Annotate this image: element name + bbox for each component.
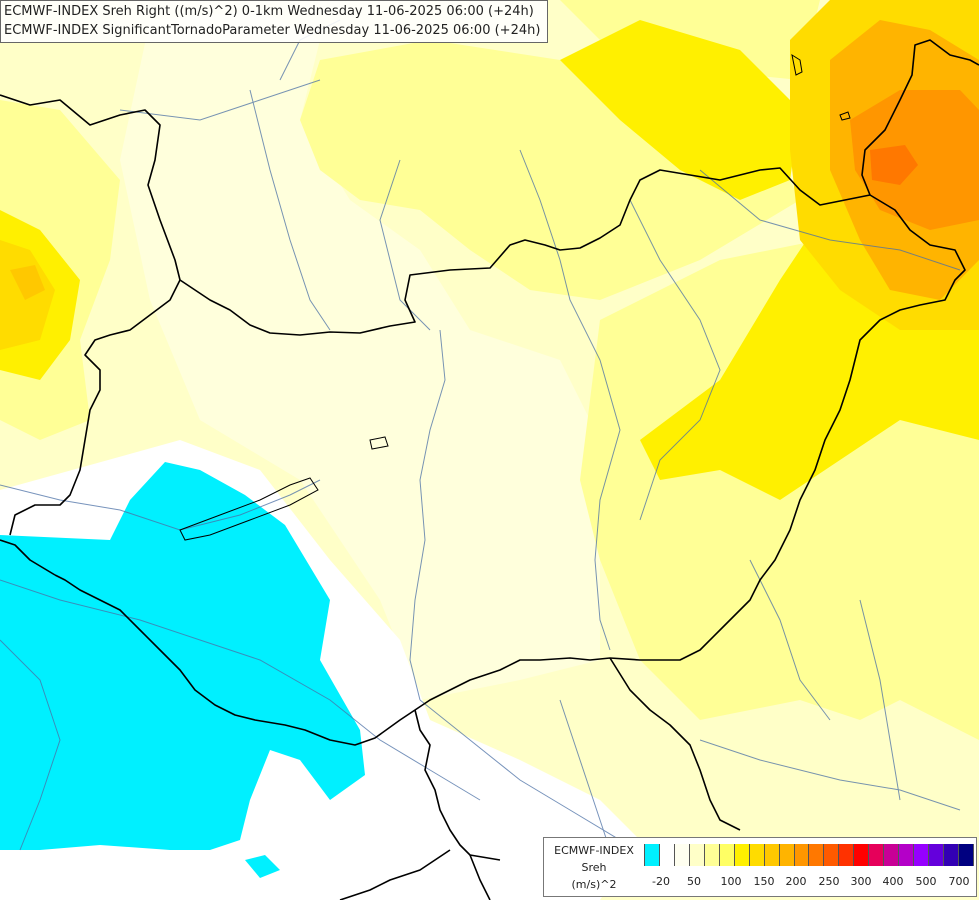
legend-param: Sreh [581,861,607,874]
map-title-box: ECMWF-INDEX Sreh Right ((m/s)^2) 0-1km W… [0,0,548,43]
legend-tick-label: 150 [753,875,775,888]
legend-tick-label: 500 [915,875,937,888]
legend-swatch [719,844,735,866]
legend-swatch [734,844,750,866]
legend-swatch [839,844,855,866]
field-zone-amber-spot [10,265,45,300]
legend-tick-label: 300 [850,875,872,888]
map-title-line-1: ECMWF-INDEX Sreh Right ((m/s)^2) 0-1km W… [4,4,534,19]
legend-swatch [764,844,780,866]
country-borders [0,39,979,900]
legend-model: ECMWF-INDEX [554,844,634,857]
legend-swatch [644,844,660,866]
legend-swatches [644,844,974,866]
legend-swatch [779,844,795,866]
legend-swatch [929,844,945,866]
legend-swatch [659,844,675,866]
legend-swatch [944,844,960,866]
field-zone-medium-north [300,40,800,300]
legend-swatch [704,844,720,866]
legend-unit: (m/s)^2 [571,878,617,891]
legend-swatch [689,844,705,866]
legend-tick-label: 700 [948,875,970,888]
legend-tick-label: 200 [785,875,807,888]
lakes [179,53,851,541]
field-zone-red-orange [870,145,918,185]
legend-swatch [914,844,930,866]
legend-tick-label: 50 [687,875,701,888]
legend-swatch [674,844,690,866]
field-zone-strong-north [560,20,800,200]
legend-swatch [749,844,765,866]
color-legend: ECMWF-INDEX Sreh (m/s)^2 -20 50 100 150 200 2… [543,837,977,897]
legend-swatch [794,844,810,866]
legend-swatch [869,844,885,866]
legend-swatch [884,844,900,866]
legend-swatch [959,844,974,866]
legend-swatch [854,844,870,866]
legend-swatch [824,844,840,866]
field-zone-light [120,10,600,700]
field-zone-negative-small [245,855,280,878]
legend-tick-label: 250 [818,875,840,888]
legend-swatch [899,844,915,866]
field-zone-negative [0,462,365,850]
legend-tick-label: 100 [720,875,742,888]
map-title-line-2: ECMWF-INDEX SignificantTornadoParameter … [4,23,541,38]
legend-tick-label: 400 [882,875,904,888]
legend-tick-label: -20 [652,875,670,888]
legend-swatch [809,844,825,866]
legend-ticks: -20 50 100 150 200 250 300 400 500 700 [644,875,974,891]
